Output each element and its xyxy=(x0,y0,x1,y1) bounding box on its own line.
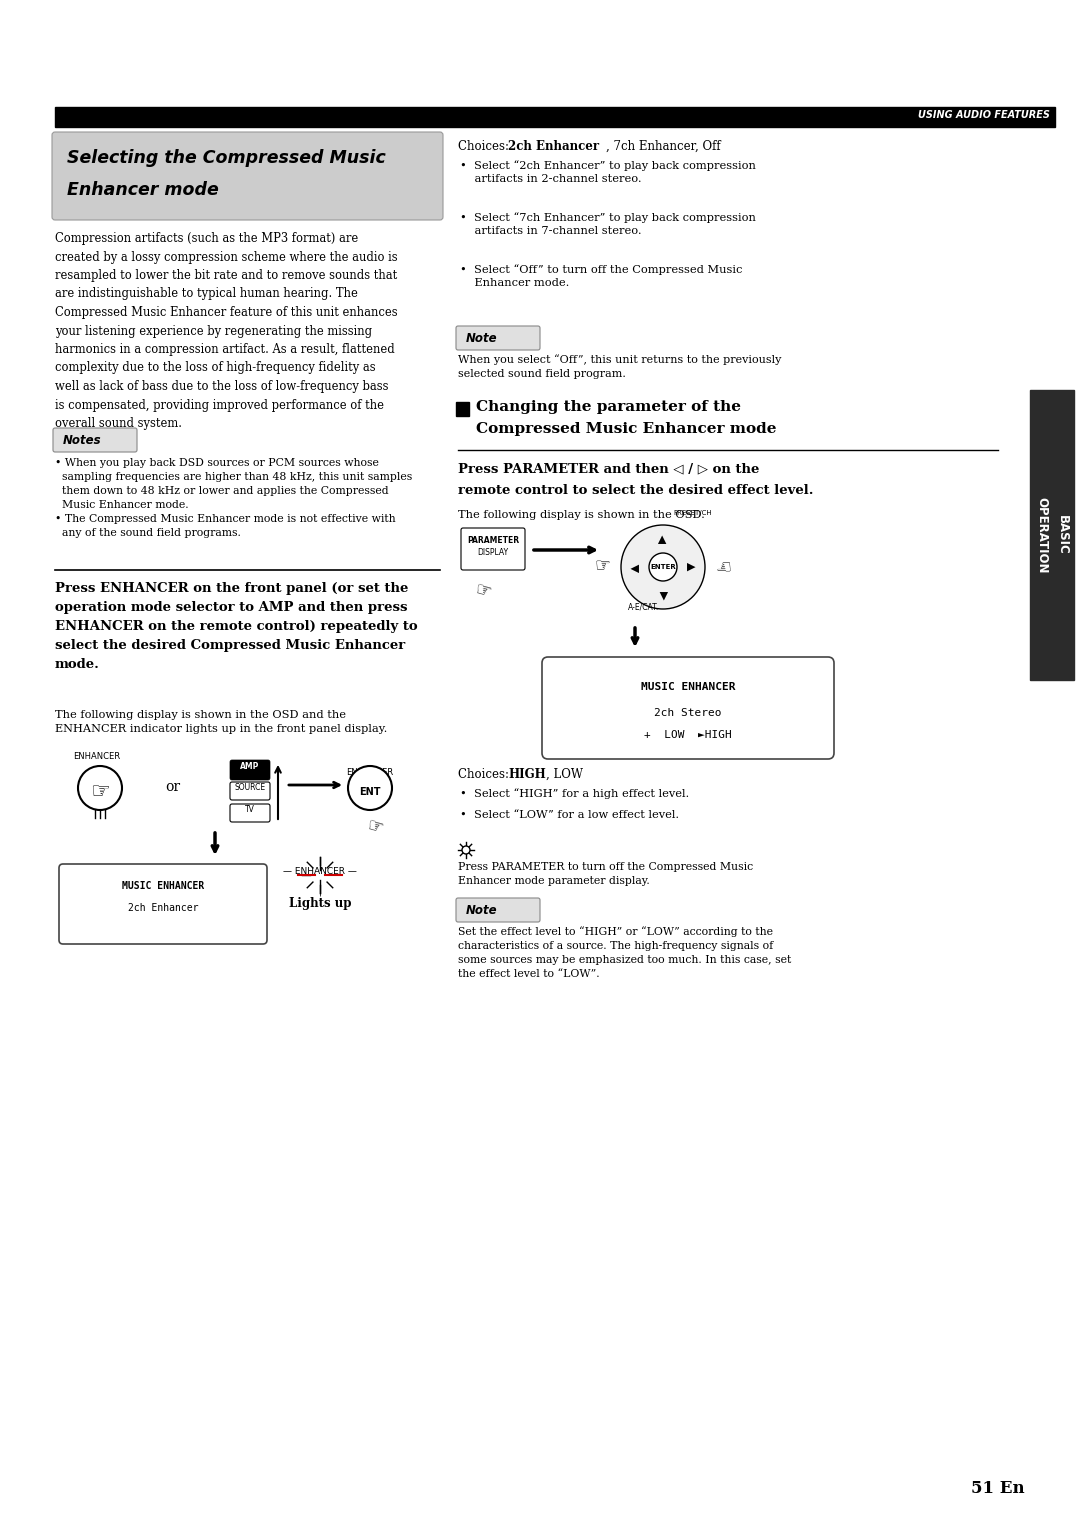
Text: •  Select “LOW” for a low effect level.: • Select “LOW” for a low effect level. xyxy=(460,810,679,821)
Text: DISPLAY: DISPLAY xyxy=(477,549,509,558)
FancyBboxPatch shape xyxy=(456,898,540,921)
Text: Note: Note xyxy=(465,332,498,345)
Text: ☞: ☞ xyxy=(90,782,110,802)
Text: •  Select “HIGH” for a high effect level.: • Select “HIGH” for a high effect level. xyxy=(460,788,689,799)
FancyBboxPatch shape xyxy=(230,782,270,801)
Text: HIGH: HIGH xyxy=(508,769,545,781)
Text: Press ENHANCER on the front panel (or set the
operation mode selector to AMP and: Press ENHANCER on the front panel (or se… xyxy=(55,582,418,671)
Text: — ENHANCER —: — ENHANCER — xyxy=(283,866,356,876)
Text: ENHANCER: ENHANCER xyxy=(73,752,120,761)
Text: 2ch Stereo: 2ch Stereo xyxy=(654,707,721,718)
Text: When you select “Off”, this unit returns to the previously
selected sound field : When you select “Off”, this unit returns… xyxy=(458,354,781,379)
Text: ENTER: ENTER xyxy=(650,564,676,570)
Circle shape xyxy=(348,766,392,810)
Text: ☞: ☞ xyxy=(473,581,494,602)
Text: Compressed Music Enhancer mode: Compressed Music Enhancer mode xyxy=(476,422,777,435)
Text: , 7ch Enhancer, Off: , 7ch Enhancer, Off xyxy=(606,141,720,153)
Text: Choices:: Choices: xyxy=(458,769,513,781)
Text: ENHANCER: ENHANCER xyxy=(347,769,393,778)
Text: ▶: ▶ xyxy=(687,562,696,571)
Text: ☞: ☞ xyxy=(713,556,729,575)
Text: , LOW: , LOW xyxy=(546,769,583,781)
Text: ENT: ENT xyxy=(360,787,381,798)
Text: AMP: AMP xyxy=(241,762,259,772)
Text: PARAMETER: PARAMETER xyxy=(467,536,519,545)
Text: A-E/CAT.: A-E/CAT. xyxy=(627,604,659,613)
Text: Lights up: Lights up xyxy=(288,897,351,911)
Text: ☞: ☞ xyxy=(365,816,386,837)
Text: |: | xyxy=(319,885,322,895)
Text: Enhancer mode: Enhancer mode xyxy=(67,180,219,199)
FancyBboxPatch shape xyxy=(52,131,443,220)
Text: BASIC
OPERATION: BASIC OPERATION xyxy=(1035,497,1069,573)
Circle shape xyxy=(78,766,122,810)
Text: ☞: ☞ xyxy=(595,556,611,575)
Text: 2ch Enhancer: 2ch Enhancer xyxy=(508,141,599,153)
Text: Press PARAMETER and then ◁ / ▷ on the: Press PARAMETER and then ◁ / ▷ on the xyxy=(458,461,759,475)
Text: ▶: ▶ xyxy=(658,535,669,544)
Text: PRESET/CH: PRESET/CH xyxy=(673,510,712,516)
Text: 51 En: 51 En xyxy=(971,1481,1025,1497)
Circle shape xyxy=(649,553,677,581)
Text: MUSIC ENHANCER: MUSIC ENHANCER xyxy=(122,882,204,891)
Text: •  Select “2ch Enhancer” to play back compression
    artifacts in 2-channel ste: • Select “2ch Enhancer” to play back com… xyxy=(460,160,756,185)
Text: Selecting the Compressed Music: Selecting the Compressed Music xyxy=(67,150,386,167)
Text: Choices:: Choices: xyxy=(458,141,513,153)
FancyBboxPatch shape xyxy=(59,863,267,944)
Text: The following display is shown in the OSD.: The following display is shown in the OS… xyxy=(458,510,705,520)
Bar xyxy=(55,107,1055,127)
Text: or: or xyxy=(165,779,180,795)
Text: ▶: ▶ xyxy=(658,591,669,599)
Text: Compression artifacts (such as the MP3 format) are
created by a lossy compressio: Compression artifacts (such as the MP3 f… xyxy=(55,232,397,429)
Text: MUSIC ENHANCER: MUSIC ENHANCER xyxy=(640,681,735,692)
Text: •  Select “Off” to turn off the Compressed Music
    Enhancer mode.: • Select “Off” to turn off the Compresse… xyxy=(460,264,742,289)
FancyBboxPatch shape xyxy=(230,759,270,779)
Text: +  LOW  ►HIGH: + LOW ►HIGH xyxy=(644,730,732,740)
Bar xyxy=(1030,390,1074,680)
Text: Note: Note xyxy=(465,905,498,917)
FancyBboxPatch shape xyxy=(456,325,540,350)
Text: Press PARAMETER to turn off the Compressed Music
Enhancer mode parameter display: Press PARAMETER to turn off the Compress… xyxy=(458,862,753,886)
Circle shape xyxy=(462,847,470,854)
Text: •  Select “7ch Enhancer” to play back compression
    artifacts in 7-channel ste: • Select “7ch Enhancer” to play back com… xyxy=(460,212,756,237)
Circle shape xyxy=(621,526,705,610)
Text: The following display is shown in the OSD and the
ENHANCER indicator lights up i: The following display is shown in the OS… xyxy=(55,711,388,733)
Text: ▶: ▶ xyxy=(631,562,639,571)
FancyBboxPatch shape xyxy=(53,428,137,452)
Bar xyxy=(456,402,469,416)
Text: Changing the parameter of the: Changing the parameter of the xyxy=(476,400,741,414)
Text: Notes: Notes xyxy=(63,434,102,448)
FancyBboxPatch shape xyxy=(230,804,270,822)
Text: • When you play back DSD sources or PCM sources whose
  sampling frequencies are: • When you play back DSD sources or PCM … xyxy=(55,458,413,538)
Text: remote control to select the desired effect level.: remote control to select the desired eff… xyxy=(458,484,813,497)
FancyBboxPatch shape xyxy=(542,657,834,759)
FancyBboxPatch shape xyxy=(461,529,525,570)
Text: USING AUDIO FEATURES: USING AUDIO FEATURES xyxy=(918,110,1050,121)
Text: 2ch Enhancer: 2ch Enhancer xyxy=(127,903,199,914)
Text: TV: TV xyxy=(245,805,255,814)
Text: SOURCE: SOURCE xyxy=(234,782,266,792)
Text: Set the effect level to “HIGH” or “LOW” according to the
characteristics of a so: Set the effect level to “HIGH” or “LOW” … xyxy=(458,926,792,979)
